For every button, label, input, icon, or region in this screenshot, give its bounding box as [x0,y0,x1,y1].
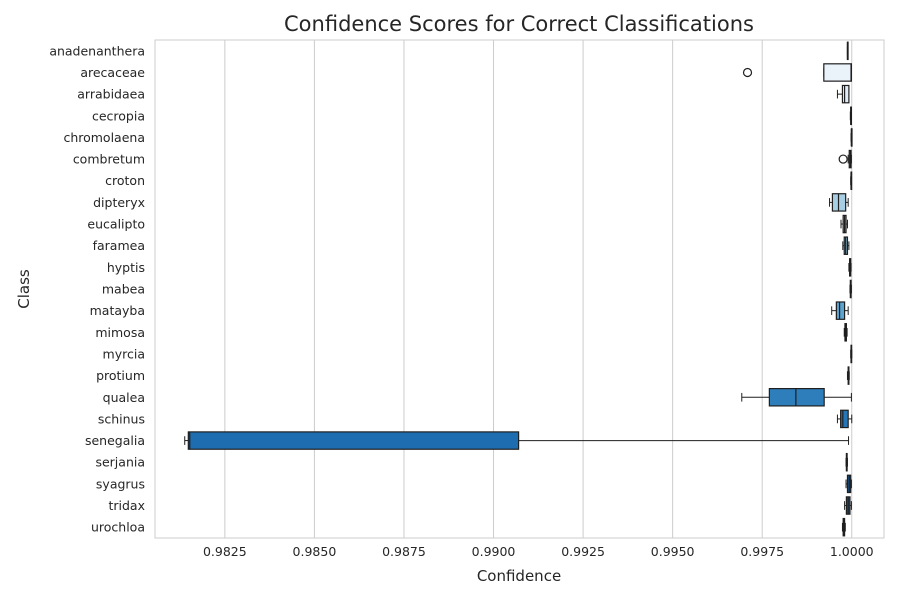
y-tick-label-combretum: combretum [73,152,145,167]
y-tick-label-arrabidaea: arrabidaea [77,87,145,102]
x-tick-label: 0.9875 [382,544,426,559]
y-axis-label: Class [15,269,33,309]
y-tick-label-cecropia: cecropia [92,108,145,123]
y-tick-label-croton: croton [105,173,145,188]
y-tick-label-chromolaena: chromolaena [63,130,145,145]
box-arrabidaea [836,84,850,104]
box-urochloa [841,517,846,537]
box-senegalia [184,431,850,450]
box-serjania [845,452,848,472]
y-tick-label-eucalipto: eucalipto [87,217,145,232]
box-syagrus [845,474,852,494]
boxes-layer [184,41,853,537]
x-tick-label: 0.9925 [561,544,605,559]
box-mimosa [843,323,848,342]
y-tick-label-myrcia: myrcia [103,346,145,361]
chart-title: Confidence Scores for Correct Classifica… [284,12,754,36]
box-iqr [823,63,853,82]
box-iqr [835,301,846,320]
x-tick-label: 0.9850 [293,544,337,559]
y-tick-label-matayba: matayba [90,303,145,318]
box-tridax [844,496,852,515]
x-tick-label: 0.9950 [651,544,695,559]
box-matayba [831,301,849,320]
y-tick-label-protium: protium [96,368,145,383]
box-iqr [840,409,849,429]
y-tick-label-mimosa: mimosa [95,325,145,340]
x-tick-label: 0.9975 [740,544,784,559]
box-anadenanthera [846,41,849,61]
plot-area [154,39,885,539]
y-tick-label-dipteryx: dipteryx [93,195,145,210]
plot-background [155,40,884,538]
y-tick-label-tridax: tridax [108,498,145,513]
box-hyptis [848,258,852,277]
box-mabea [849,279,852,299]
y-tick-label-senegalia: senegalia [85,433,145,448]
box-arecaceae [742,63,853,82]
y-tick-label-urochloa: urochloa [91,520,145,535]
y-tick-label-qualea: qualea [103,390,145,405]
outlier-point [838,154,848,164]
y-tick-label-anadenanthera: anadenanthera [49,43,145,58]
y-tick-label-faramea: faramea [93,238,145,253]
box-dipteryx [829,193,849,212]
box-schinus [836,409,853,429]
box-iqr [841,84,850,104]
box-eucalipto [840,214,848,234]
box-qualea [741,388,852,407]
box-faramea [842,236,850,255]
y-tick-label-schinus: schinus [98,411,145,426]
box-iqr [187,431,520,450]
x-axis-ticks: 0.9825 0.9850 0.9875 0.9900 0.9925 0.9950 0.99… [203,544,874,559]
box-cecropia [849,106,853,126]
x-tick-label: 0.9825 [203,544,247,559]
y-tick-label-hyptis: hyptis [107,260,145,275]
y-axis-ticks: anadenanthera arecaceae arrabidaea cecropia… [49,43,145,534]
outlier-point [742,67,753,78]
y-tick-label-serjania: serjania [95,455,145,470]
box-protium [846,366,850,385]
box-croton [850,171,853,191]
y-tick-label-arecaceae: arecaceae [80,65,145,80]
x-tick-label: 0.9900 [472,544,516,559]
x-tick-label: 1.0000 [830,544,874,559]
box-chromolaena [850,128,853,147]
plot-frame [154,39,885,539]
box-myrcia [850,344,853,364]
box-iqr [768,388,825,407]
box-combretum [838,149,852,169]
y-tick-label-syagrus: syagrus [96,476,145,491]
y-tick-label-mabea: mabea [102,282,145,297]
x-axis-label: Confidence [477,567,561,585]
